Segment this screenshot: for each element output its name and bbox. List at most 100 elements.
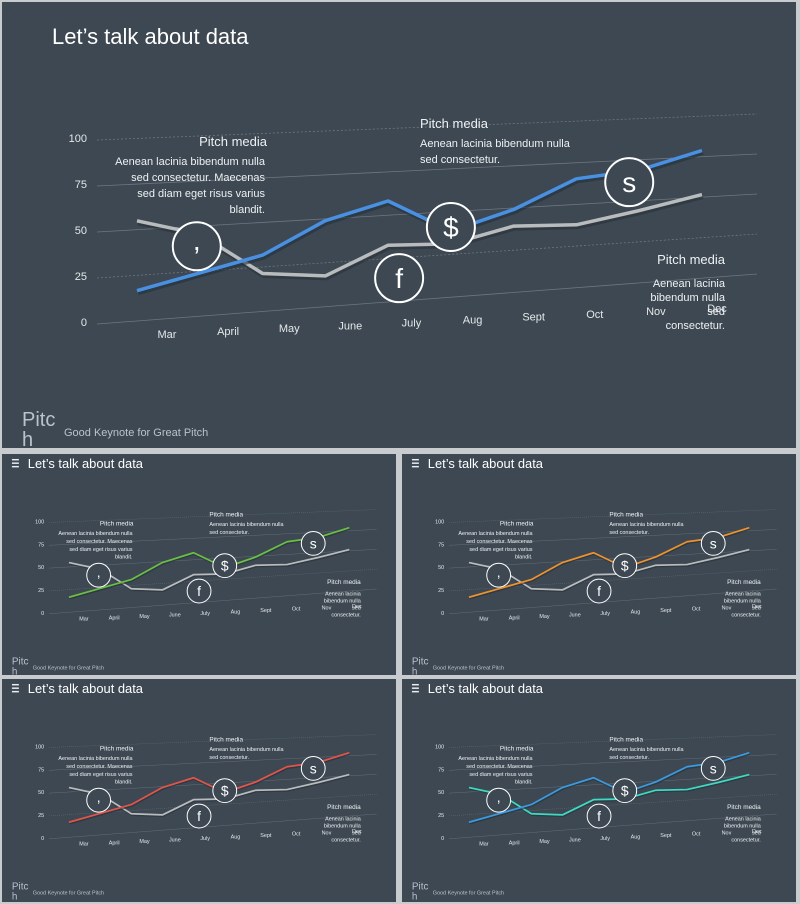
s-marker[interactable]: s [700,755,726,781]
comma-marker[interactable]: , [86,562,112,588]
x-tick-label: Oct [586,309,603,321]
annotation-right-line: Aenean lacinia [725,591,762,597]
dollar-marker[interactable]: $ [612,778,638,804]
x-tick-label: April [109,615,120,621]
annotation-left-line: Aenean lacinia bibendum nulla [58,756,133,762]
x-tick-label: Dec [352,604,362,610]
dollar-marker-symbol: $ [621,783,629,799]
y-tick-label: 100 [35,744,44,750]
annotation-left-line: Aenean lacinia bibendum nulla [458,756,533,762]
f-marker[interactable]: f [374,253,425,304]
f-marker-symbol: f [197,583,201,599]
dollar-marker[interactable]: $ [212,553,238,579]
x-tick-label: May [539,614,550,620]
f-marker-symbol: f [597,808,601,824]
f-marker[interactable]: f [586,803,612,829]
s-marker-symbol: s [622,167,636,198]
s-marker[interactable]: s [300,530,326,556]
dollar-marker[interactable]: $ [425,202,476,253]
y-tick-label: 75 [438,542,444,548]
line-chart: Let’s talk about data 0 25 50 75 100 Mar April M… [411,456,777,675]
y-tick-label: 50 [438,790,444,796]
slide-title: Let’s talk about data [28,456,144,471]
x-tick-label: Dec [752,604,762,610]
f-marker[interactable]: f [186,578,212,604]
x-tick-label: Sept [260,833,272,839]
y-tick-label: 75 [38,767,44,773]
line-chart: Let’s talk about data 0 25 50 75 100 Mar April M… [22,24,758,448]
x-tick-label: Dec [352,829,362,835]
slide-title: Let’s talk about data [52,24,249,49]
variant-slide-green[interactable]: Let’s talk about data 0 25 50 75 100 Mar April M… [2,454,396,675]
menu-icon[interactable] [411,458,419,468]
x-tick-label: Nov [722,605,732,611]
f-marker[interactable]: f [186,803,212,829]
x-tick-label: Oct [292,607,301,613]
annotation-right-line: bibendum nulla [724,598,762,604]
annotation-left-line: sed consectetur. Maecenas [131,172,265,184]
comma-marker[interactable]: , [486,787,512,813]
x-tick-label: Aug [231,610,241,616]
variant-slide-orange[interactable]: Let’s talk about data 0 25 50 75 100 Mar April M… [402,454,796,675]
annotation-left-heading: Pitch media [100,745,134,752]
annotation-left-line: blandit. [115,780,133,786]
annotation-left-line: blandit. [230,204,265,216]
slide-title: Let’s talk about data [28,681,144,696]
x-tick-label: May [279,323,300,335]
s-marker[interactable]: s [700,530,726,556]
brand-logo-line1: Pitc [412,656,429,667]
main-slide: Let’s talk about data 0 25 50 75 100 Mar April M… [2,2,796,448]
brand-logo-line1: Pitc [22,409,55,431]
x-tick-label: Sept [522,312,545,324]
comma-marker[interactable]: , [486,562,512,588]
annotation-top-line: Aenean lacinia bibendum nulla [209,747,284,753]
annotation-left-line: sed diam eget risus varius [469,772,532,778]
annotation-left-heading: Pitch media [500,745,534,752]
variant-slide-red[interactable]: Let’s talk about data 0 25 50 75 100 Mar April M… [2,679,396,902]
annotation-top-line: Aenean lacinia bibendum nulla [420,138,571,150]
y-tick-label: 75 [438,767,444,773]
annotation-right-heading: Pitch media [657,252,726,267]
f-marker[interactable]: f [586,578,612,604]
x-tick-label: Mar [79,617,89,623]
x-tick-label: Dec [752,829,762,835]
menu-icon[interactable] [11,683,19,693]
annotation-right-line: bibendum nulla [324,823,362,829]
annotation-left-line: Aenean lacinia bibendum nulla [58,531,133,537]
annotation-left-heading: Pitch media [100,520,134,527]
menu-icon[interactable] [411,683,419,693]
comma-marker[interactable]: , [171,221,222,272]
y-tick-label: 100 [435,519,444,525]
dollar-marker-symbol: $ [221,783,229,799]
x-tick-label: Mar [479,842,489,848]
s-marker[interactable]: s [604,157,655,208]
comma-marker-symbol: , [97,564,101,580]
dollar-marker[interactable]: $ [612,553,638,579]
x-tick-label: June [569,837,581,843]
y-tick-label: 75 [75,179,87,191]
x-tick-label: June [569,612,581,618]
series-gray-line [136,192,703,278]
annotation-left-line: sed diam eget risus varius [69,547,132,553]
s-marker[interactable]: s [300,755,326,781]
comma-marker[interactable]: , [86,787,112,813]
annotation-right-line: sed [352,605,361,611]
annotation-top-line: Aenean lacinia bibendum nulla [209,522,284,528]
menu-icon[interactable] [11,458,19,468]
annotation-right-line: Aenean lacinia [325,816,362,822]
x-tick-label: Sept [260,608,272,614]
annotation-right-heading: Pitch media [327,579,361,586]
comma-marker-symbol: , [97,789,101,805]
annotation-left-line: Aenean lacinia bibendum nulla [115,156,266,168]
x-tick-label: Aug [463,315,483,327]
dollar-marker-symbol: $ [443,212,459,243]
annotation-right-line: consectetur. [666,320,725,332]
x-tick-label: July [600,611,610,617]
s-marker-symbol: s [710,760,717,776]
annotation-left-line: sed diam eget risus varius [469,547,532,553]
variant-slide-blue-teal[interactable]: Let’s talk about data 0 25 50 75 100 Mar April M… [402,679,796,902]
y-tick-label: 0 [41,836,44,842]
brand-logo-line1: Pitc [12,881,29,892]
dollar-marker[interactable]: $ [212,778,238,804]
line-chart: Let’s talk about data 0 25 50 75 100 Mar April M… [411,681,777,900]
